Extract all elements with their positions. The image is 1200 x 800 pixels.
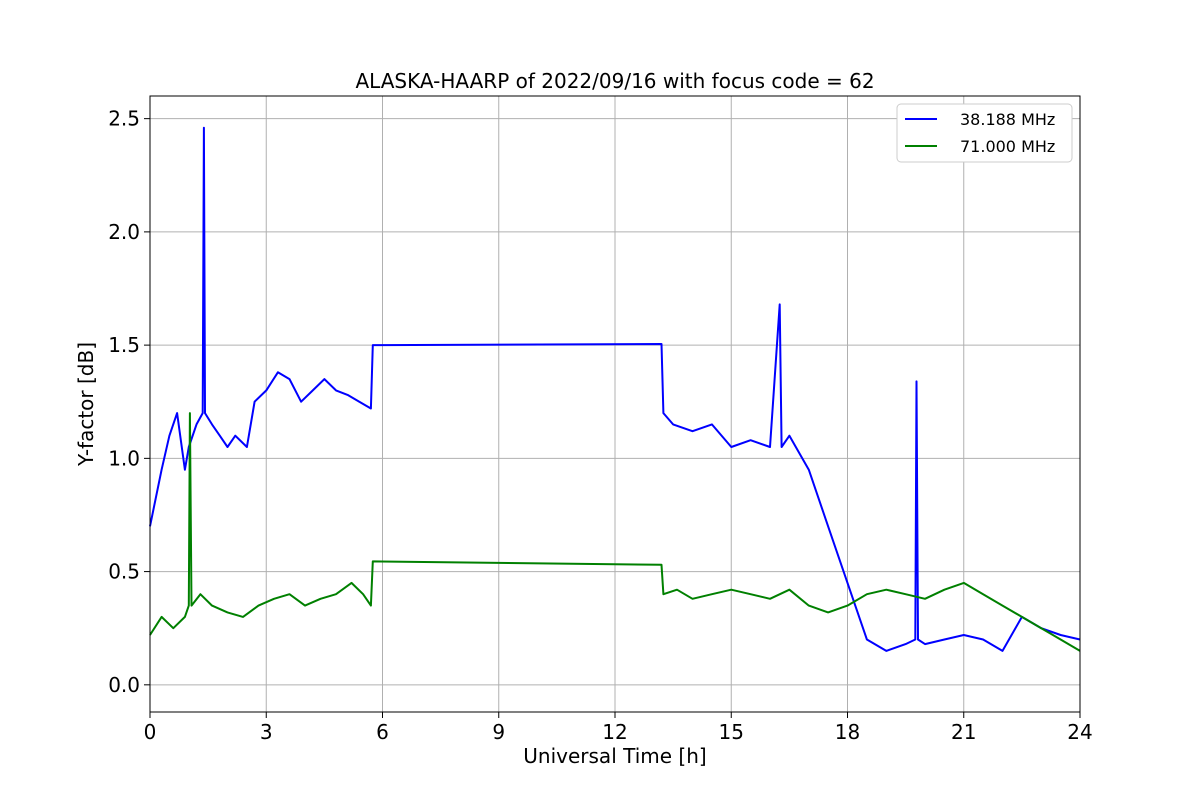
x-tick-label: 18 bbox=[835, 720, 860, 744]
x-tick-label: 3 bbox=[260, 720, 273, 744]
x-tick-label: 15 bbox=[719, 720, 744, 744]
y-tick-label: 0.5 bbox=[108, 560, 140, 584]
x-tick-label: 6 bbox=[376, 720, 389, 744]
legend: 38.188 MHz 71.000 MHz bbox=[896, 103, 1073, 163]
y-tick-label: 2.5 bbox=[108, 107, 140, 131]
y-tick-label: 2.0 bbox=[108, 220, 140, 244]
x-tick-label: 24 bbox=[1067, 720, 1092, 744]
x-tick-label: 12 bbox=[602, 720, 627, 744]
tick-layer: 0 3 6 9 12 15 18 21 24 0.0 0.5 1.0 1.5 2.0 2.5 bbox=[108, 107, 1093, 744]
x-axis-label: Universal Time [h] bbox=[523, 744, 706, 768]
legend-frame bbox=[896, 103, 1073, 163]
series-layer bbox=[149, 126, 1081, 652]
y-tick-label: 1.5 bbox=[108, 333, 140, 357]
legend-label-1: 38.188 MHz bbox=[960, 110, 1055, 129]
y-axis-label: Y-factor [dB] bbox=[74, 342, 98, 467]
series-line-2 bbox=[149, 412, 1081, 652]
chart-title: ALASKA-HAARP of 2022/09/16 with focus co… bbox=[355, 69, 874, 93]
y-tick-label: 0.0 bbox=[108, 673, 140, 697]
x-tick-label: 9 bbox=[492, 720, 505, 744]
legend-label-2: 71.000 MHz bbox=[960, 137, 1055, 156]
x-tick-label: 0 bbox=[144, 720, 157, 744]
y-tick-label: 1.0 bbox=[108, 446, 140, 470]
x-tick-label: 21 bbox=[951, 720, 976, 744]
